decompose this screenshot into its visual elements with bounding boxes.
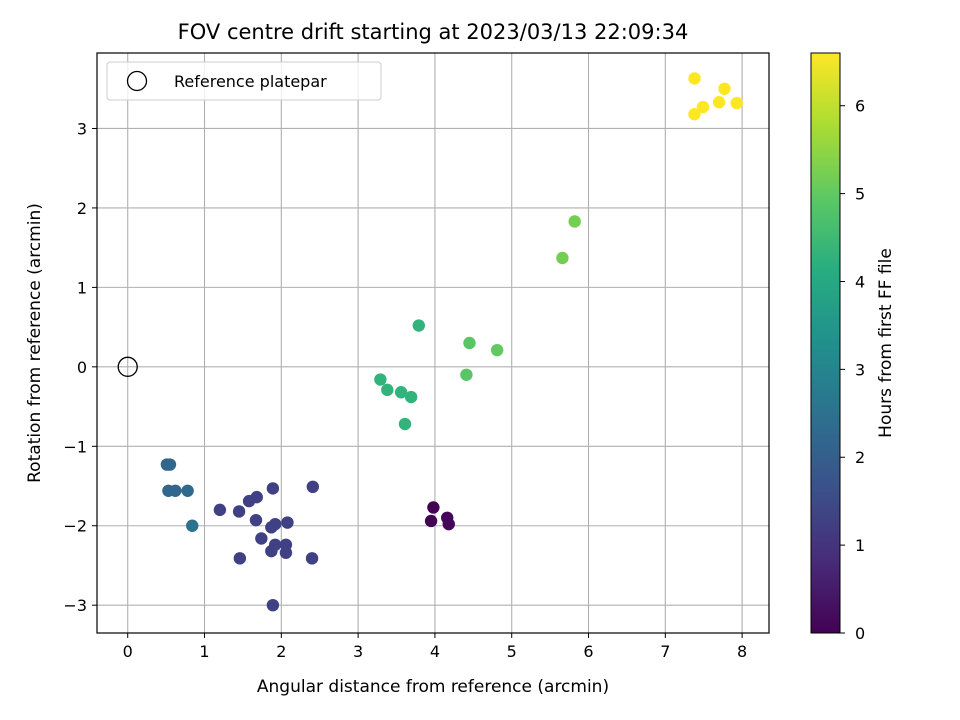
data-point: [279, 546, 293, 559]
colorbar-tick-label: 4: [855, 272, 865, 291]
data-point: [249, 513, 263, 527]
data-point: [412, 319, 425, 332]
x-tick-label: 2: [276, 642, 286, 661]
data-point: [490, 343, 504, 357]
x-axis-ticks: 0 1 2 3 4 5 6 7 8: [123, 633, 747, 661]
y-tick-label: −3: [63, 596, 87, 615]
data-point: [169, 484, 182, 497]
data-point: [688, 72, 701, 85]
x-tick-label: 8: [737, 642, 747, 661]
data-point: [265, 544, 278, 558]
y-axis-ticks: −3 −2 −1 0 1 2 3: [63, 119, 97, 615]
legend: Reference platepar: [106, 61, 382, 101]
data-point: [404, 390, 418, 404]
data-point: [242, 494, 256, 508]
data-point: [255, 532, 268, 545]
colorbar-tick-label: 5: [855, 185, 865, 204]
colorbar-ticks: 0 1 2 3 4 5 6: [840, 97, 865, 643]
reference-marker-layer: [117, 356, 138, 377]
x-tick-label: 1: [199, 642, 209, 661]
data-point: [556, 251, 569, 265]
x-tick-label: 3: [353, 642, 363, 661]
colorbar-tick-label: 6: [855, 97, 865, 116]
chart-title: FOV centre drift starting at 2023/03/13 …: [178, 20, 689, 44]
data-point: [181, 484, 194, 497]
colorbar-gradient: [810, 52, 841, 634]
data-point: [568, 215, 581, 228]
y-tick-label: 2: [77, 199, 87, 218]
x-tick-label: 4: [430, 642, 440, 661]
y-tick-label: −2: [63, 517, 87, 536]
data-point: [427, 501, 440, 514]
y-tick-label: −1: [63, 437, 87, 456]
data-point: [281, 516, 294, 529]
y-tick-label: 1: [77, 278, 87, 297]
y-tick-label: 3: [77, 119, 87, 138]
data-point: [398, 417, 412, 431]
colorbar-tick-label: 0: [855, 624, 865, 643]
colorbar-tick-label: 2: [855, 448, 865, 467]
data-point: [381, 383, 394, 397]
data-point: [186, 519, 199, 532]
legend-box: [106, 61, 382, 101]
data-point: [305, 552, 319, 565]
data-point: [463, 336, 476, 350]
data-point: [394, 386, 408, 399]
reference-platepar-marker: [117, 356, 138, 377]
data-point: [442, 517, 455, 531]
data-point: [232, 505, 246, 518]
data-point: [688, 107, 701, 121]
data-point: [163, 458, 177, 471]
data-point: [265, 521, 278, 534]
data-point: [460, 368, 473, 381]
y-tick-label: 0: [77, 358, 87, 377]
colorbar: 0 1 2 3 4 5 6 Hours from first FF file: [810, 52, 896, 643]
data-point: [266, 598, 280, 612]
x-tick-label: 5: [507, 642, 517, 661]
data-point: [266, 482, 280, 495]
data-point: [696, 100, 710, 114]
data-point: [213, 503, 227, 517]
legend-reference-marker: [126, 70, 148, 92]
legend-label-reference-platepar: Reference platepar: [174, 72, 327, 91]
data-point: [306, 480, 320, 494]
data-point: [712, 96, 726, 109]
data-point: [424, 514, 438, 528]
x-tick-label: 7: [660, 642, 670, 661]
data-point: [374, 373, 387, 386]
x-tick-label: 6: [583, 642, 593, 661]
plot-frame: [96, 52, 770, 634]
data-point: [233, 552, 247, 565]
y-axis-label: Rotation from reference (arcmin): [25, 203, 45, 483]
data-point: [730, 96, 743, 110]
colorbar-tick-label: 1: [855, 536, 865, 555]
colorbar-label: Hours from first FF file: [876, 248, 896, 438]
grid: [97, 53, 769, 633]
data-point: [718, 82, 731, 95]
x-axis-label: Angular distance from reference (arcmin): [257, 677, 609, 697]
data-points: [160, 72, 743, 612]
colorbar-tick-label: 3: [855, 360, 865, 379]
x-tick-label: 0: [123, 642, 133, 661]
